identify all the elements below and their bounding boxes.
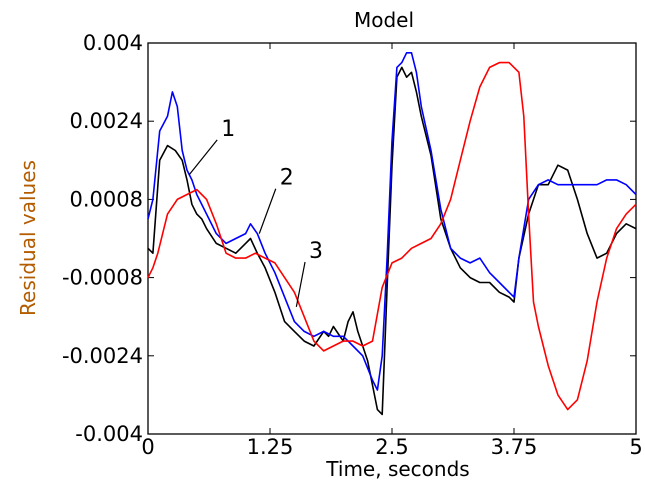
x-tick-label: 2.5 xyxy=(375,435,408,459)
x-tick-label: 0 xyxy=(141,435,154,459)
x-tick-label: 5 xyxy=(629,435,642,459)
annotation-label-3: 3 xyxy=(309,239,323,264)
annotation-group: 1 2 3 xyxy=(188,117,323,308)
annotation-leader-1 xyxy=(188,139,218,176)
x-tick-label: 3.75 xyxy=(491,435,538,459)
y-tick-label: -0.0024 xyxy=(62,344,143,368)
y-tick-label: -0.0008 xyxy=(62,266,143,290)
annotation-leader-3 xyxy=(295,261,306,308)
x-tick-label: 1.25 xyxy=(247,435,294,459)
y-tick-label: 0.0008 xyxy=(70,187,143,211)
y-tick-label: 0.0024 xyxy=(70,109,143,133)
series-line-1 xyxy=(147,66,637,416)
chart-title: Model xyxy=(354,8,414,32)
annotation-label-2: 2 xyxy=(280,166,294,191)
plot-axes: 0 1.25 2.5 3.75 5 -0.004 -0.0024 -0.0008 0.0008 0… xyxy=(62,31,643,459)
series-line-2 xyxy=(147,51,637,391)
annotation-leader-2 xyxy=(258,188,277,234)
annotation-label-1: 1 xyxy=(221,117,235,142)
series-line-3 xyxy=(147,61,637,411)
y-tick-label: -0.004 xyxy=(75,422,143,446)
series-group xyxy=(147,51,637,416)
y-axis-label: Residual values xyxy=(16,160,40,316)
x-axis-label: Time, seconds xyxy=(325,457,469,481)
y-tick-label: 0.004 xyxy=(83,31,143,55)
